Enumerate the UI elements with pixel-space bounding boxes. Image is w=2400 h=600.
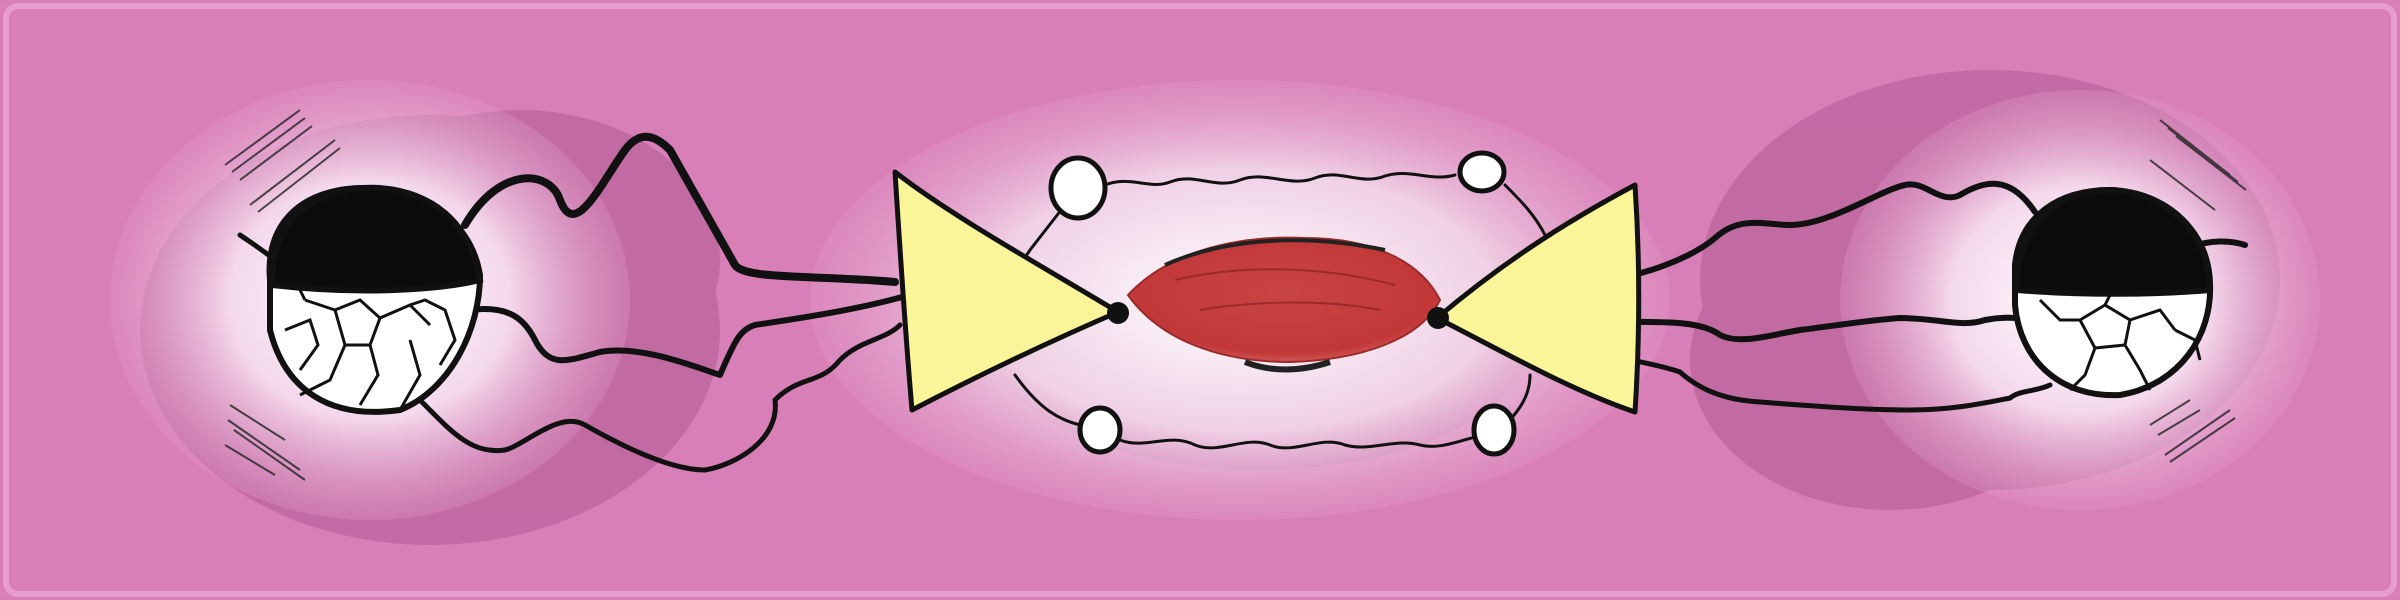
left-incoming-lines [237, 132, 923, 473]
circle-node-icon [1471, 403, 1517, 457]
left-ball-top-half [268, 184, 484, 294]
motion-lines-left [224, 109, 341, 481]
right-outgoing-lines [1602, 180, 2248, 413]
left-ball-patches [284, 289, 457, 411]
core-lens [1126, 236, 1442, 373]
vertex-dot [1427, 307, 1449, 329]
triangle-vertex-icon [892, 169, 1121, 413]
loop-nodes [1048, 150, 1517, 457]
core-top-edge [1164, 238, 1386, 267]
core-bottom-edge [1243, 359, 1331, 373]
circle-node-icon [1048, 155, 1108, 221]
vertex-dot [1107, 302, 1129, 324]
background-frame [3, 3, 2397, 597]
right-ball-patches [2038, 294, 2202, 392]
right-ball-top-half [2013, 186, 2214, 297]
motion-lines-right [2149, 119, 2247, 463]
circle-node-icon [1077, 405, 1123, 455]
left-soccer-ball [266, 184, 484, 415]
circle-node-icon [1457, 150, 1507, 194]
left-vertex [892, 169, 1129, 413]
right-soccer-ball [2012, 186, 2214, 399]
triangle-vertex-icon [1434, 182, 1642, 415]
right-vertex [1427, 182, 1642, 415]
red-lens-icon [1126, 236, 1442, 364]
